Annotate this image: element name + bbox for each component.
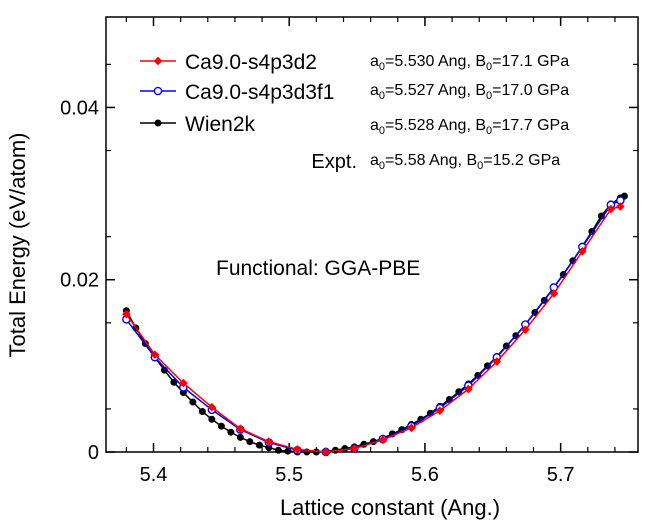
data-point bbox=[236, 424, 245, 434]
axis-ticks: 5.4 5.5 5.6 5.7 0 0.02 0.04 bbox=[60, 17, 638, 486]
data-point bbox=[207, 402, 217, 412]
data-point bbox=[578, 246, 587, 256]
series-0 bbox=[122, 202, 625, 457]
y-tick-label: 0.04 bbox=[60, 97, 99, 119]
data-point bbox=[321, 447, 331, 457]
legend-param-text: a0=5.528 Ang, B0=17.7 GPa bbox=[370, 117, 569, 137]
series-layer bbox=[122, 192, 628, 457]
legend-label: Wien2k bbox=[185, 113, 256, 136]
data-point bbox=[227, 428, 235, 436]
data-point bbox=[198, 408, 206, 416]
data-point bbox=[255, 441, 263, 449]
legend-label: Ca9.0-s4p3d3f1 bbox=[185, 81, 334, 104]
series-1 bbox=[122, 196, 625, 457]
data-point bbox=[189, 398, 197, 406]
data-point bbox=[208, 415, 216, 423]
expt-param-text: a0=5.58 Ang, B0=15.2 GPa bbox=[370, 152, 560, 172]
data-point bbox=[217, 422, 225, 430]
data-point bbox=[606, 204, 616, 214]
data-point bbox=[521, 325, 530, 334]
data-point bbox=[170, 378, 178, 386]
data-point bbox=[264, 437, 274, 446]
legend-swatch-marker bbox=[153, 56, 163, 66]
data-point bbox=[407, 423, 416, 433]
legend-label: Ca9.0-s4p3d2 bbox=[185, 51, 317, 74]
data-point bbox=[274, 446, 282, 454]
data-point bbox=[293, 445, 302, 454]
series-2 bbox=[122, 192, 628, 456]
x-tick-label: 5.7 bbox=[547, 464, 575, 486]
data-point bbox=[492, 357, 502, 366]
data-point bbox=[616, 202, 625, 211]
data-point bbox=[122, 309, 131, 319]
x-tick-label: 5.6 bbox=[411, 464, 439, 486]
legend-param-text: a0=5.527 Ang, B0=17.0 GPa bbox=[370, 82, 569, 102]
data-point bbox=[378, 435, 388, 445]
legend-swatch-marker bbox=[153, 86, 163, 96]
data-point bbox=[179, 378, 188, 388]
y-tick-label: 0 bbox=[88, 442, 99, 464]
x-axis-label: Lattice constant (Ang.) bbox=[280, 495, 500, 520]
data-point bbox=[350, 444, 359, 453]
data-point bbox=[150, 350, 160, 359]
data-point bbox=[464, 384, 473, 394]
expt-label: Expt. bbox=[311, 151, 357, 173]
data-point bbox=[549, 289, 559, 298]
x-tick-label: 5.5 bbox=[275, 464, 303, 486]
data-point bbox=[435, 406, 445, 415]
data-point bbox=[246, 438, 254, 446]
legend: Ca9.0-s4p3d2 Ca9.0-s4p3d3f1 Wien2k bbox=[140, 51, 334, 136]
x-tick-label: 5.4 bbox=[140, 464, 168, 486]
y-tick-label: 0.02 bbox=[60, 270, 99, 292]
functional-annotation: Functional: GGA-PBE bbox=[216, 257, 420, 280]
plot-frame bbox=[105, 16, 639, 453]
legend-parameters: a0=5.530 Ang, B0=17.1 GPa a0=5.527 Ang, B… bbox=[311, 53, 569, 173]
y-axis-label: Total Energy (eV/atom) bbox=[5, 133, 30, 358]
legend-param-text: a0=5.530 Ang, B0=17.1 GPa bbox=[370, 53, 569, 73]
legend-swatch-marker bbox=[154, 119, 162, 127]
series-line bbox=[125, 205, 621, 453]
data-point bbox=[236, 433, 244, 441]
